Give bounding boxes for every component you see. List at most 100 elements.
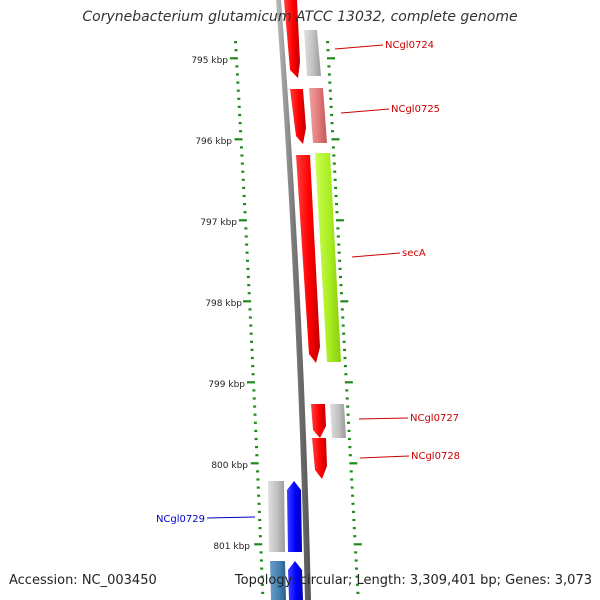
gene-label-ncgl0727[interactable]: NCgl0727 (410, 413, 459, 424)
ruler-label-797: 797 kbp (200, 218, 237, 228)
left-ruler-tick (247, 284, 251, 287)
right-ruler-tick (344, 381, 353, 384)
left-ruler-tick (240, 154, 244, 157)
left-ruler-tick (260, 583, 264, 586)
gene-ncgl0724-forward[interactable] (284, 0, 300, 78)
right-ruler-tick (343, 348, 347, 351)
right-ruler-tick (331, 146, 335, 149)
left-ruler-tick (254, 429, 258, 432)
gene-reverse-partial[interactable] (288, 561, 303, 600)
left-ruler-tick (248, 316, 252, 319)
right-ruler-tick (355, 583, 359, 586)
gene-label-ncgl0724[interactable]: NCgl0724 (385, 40, 434, 51)
right-ruler-tick (337, 243, 341, 246)
left-ruler-tick (234, 49, 238, 52)
left-ruler-tick (258, 527, 262, 530)
left-ruler-tick (250, 340, 254, 343)
right-ruler-tick (335, 203, 339, 206)
left-ruler-tick (252, 389, 256, 392)
left-ruler-tick (241, 170, 245, 173)
left-ruler-tick (260, 575, 264, 578)
right-ruler-tick (331, 138, 340, 141)
right-ruler-tick (333, 178, 337, 181)
left-ruler-tick (241, 178, 245, 181)
left-ruler-tick (245, 243, 249, 246)
gene-label-ncgl0728[interactable]: NCgl0728 (411, 451, 460, 462)
ruler-label-795: 795 kbp (191, 56, 228, 66)
right-ruler-tick (349, 462, 358, 465)
right-ruler-tick (354, 551, 358, 554)
right-ruler-tick (327, 65, 331, 68)
gene-ncgl0729-group (268, 481, 303, 600)
left-ruler-tick (257, 510, 261, 513)
gene-label-ncgl0729[interactable]: NCgl0729 (156, 514, 205, 525)
right-ruler-tick (330, 113, 334, 117)
right-ruler-tick (355, 567, 359, 570)
gene-label-seca[interactable]: secA (402, 248, 426, 259)
left-ruler-tick (250, 462, 259, 465)
gene-ncgl0729-match (268, 481, 285, 552)
left-ruler-tick (261, 591, 265, 594)
gene-ncgl0727-forward[interactable] (311, 404, 326, 438)
gene-label-ncgl0725[interactable]: NCgl0725 (391, 104, 440, 115)
topology-text: Topology: circular; Length: 3,309,401 bp… (234, 573, 592, 588)
left-ruler-tick (239, 130, 243, 133)
gene-ncgl0729-reverse[interactable] (287, 481, 302, 552)
left-ruler-tick (253, 405, 257, 408)
right-ruler-tick (327, 73, 331, 76)
gene-ncgl0725-forward[interactable] (290, 89, 306, 144)
right-ruler-tick (326, 49, 330, 52)
left-ruler-tick (236, 81, 240, 84)
right-ruler-tick (350, 486, 354, 489)
right-ruler-tick (339, 275, 343, 279)
right-ruler-tick (342, 332, 346, 335)
right-ruler-tick (353, 535, 357, 538)
right-ruler-tick (339, 284, 343, 287)
right-ruler-tick (328, 81, 332, 84)
left-ruler-tick (246, 275, 250, 279)
right-ruler-tick (350, 478, 354, 481)
right-ruler-tick (351, 494, 355, 497)
left-ruler-tick (235, 73, 239, 76)
left-ruler-tick (233, 41, 237, 44)
right-ruler-tick (345, 397, 349, 400)
left-ruler-tick (246, 381, 255, 384)
gene-labels: NCgl0724 NCgl0725 secA NCgl0727 NCgl0728… (156, 40, 460, 525)
right-ruler-tick (332, 154, 336, 157)
left-ruler-tick (256, 486, 260, 489)
right-ruler-tick (351, 510, 355, 513)
right-ruler-tick (332, 162, 336, 165)
left-ruler-tick (247, 292, 251, 295)
left-ruler-tick (229, 57, 238, 60)
left-ruler-tick (237, 97, 241, 100)
right-ruler-tick (337, 251, 341, 254)
right-ruler-tick (327, 57, 336, 60)
left-ruler-tick (238, 219, 247, 222)
leader-line-ncgl0724 (334, 44, 384, 50)
left-ruler-tick (250, 356, 254, 360)
right-ruler-tick (334, 194, 338, 198)
left-ruler-tick (238, 113, 242, 117)
gene-seca-group (296, 153, 341, 363)
right-ruler-tick (339, 292, 343, 295)
right-ruler-tick (347, 421, 351, 424)
right-ruler-tick (335, 211, 339, 214)
gene-ncgl0728-forward[interactable] (312, 438, 327, 479)
right-ruler-tick (345, 389, 349, 392)
gene-seca-forward[interactable] (296, 155, 320, 363)
gene-ncgl0724-group (284, 0, 321, 78)
ruler-ticks-left (229, 41, 265, 594)
left-ruler-tick (253, 421, 257, 424)
left-ruler-tick (250, 348, 254, 351)
right-ruler-tick (340, 300, 349, 303)
left-ruler-tick (238, 122, 242, 125)
ruler-labels: 795 kbp 796 kbp 797 kbp 798 kbp 799 kbp … (191, 56, 250, 552)
right-ruler-tick (346, 413, 350, 416)
leader-line-ncgl0729 (206, 516, 256, 519)
right-ruler-tick (335, 219, 344, 222)
ruler-label-798: 798 kbp (205, 299, 242, 309)
left-ruler-tick (235, 65, 239, 68)
left-ruler-tick (236, 89, 240, 92)
left-ruler-tick (259, 559, 263, 562)
